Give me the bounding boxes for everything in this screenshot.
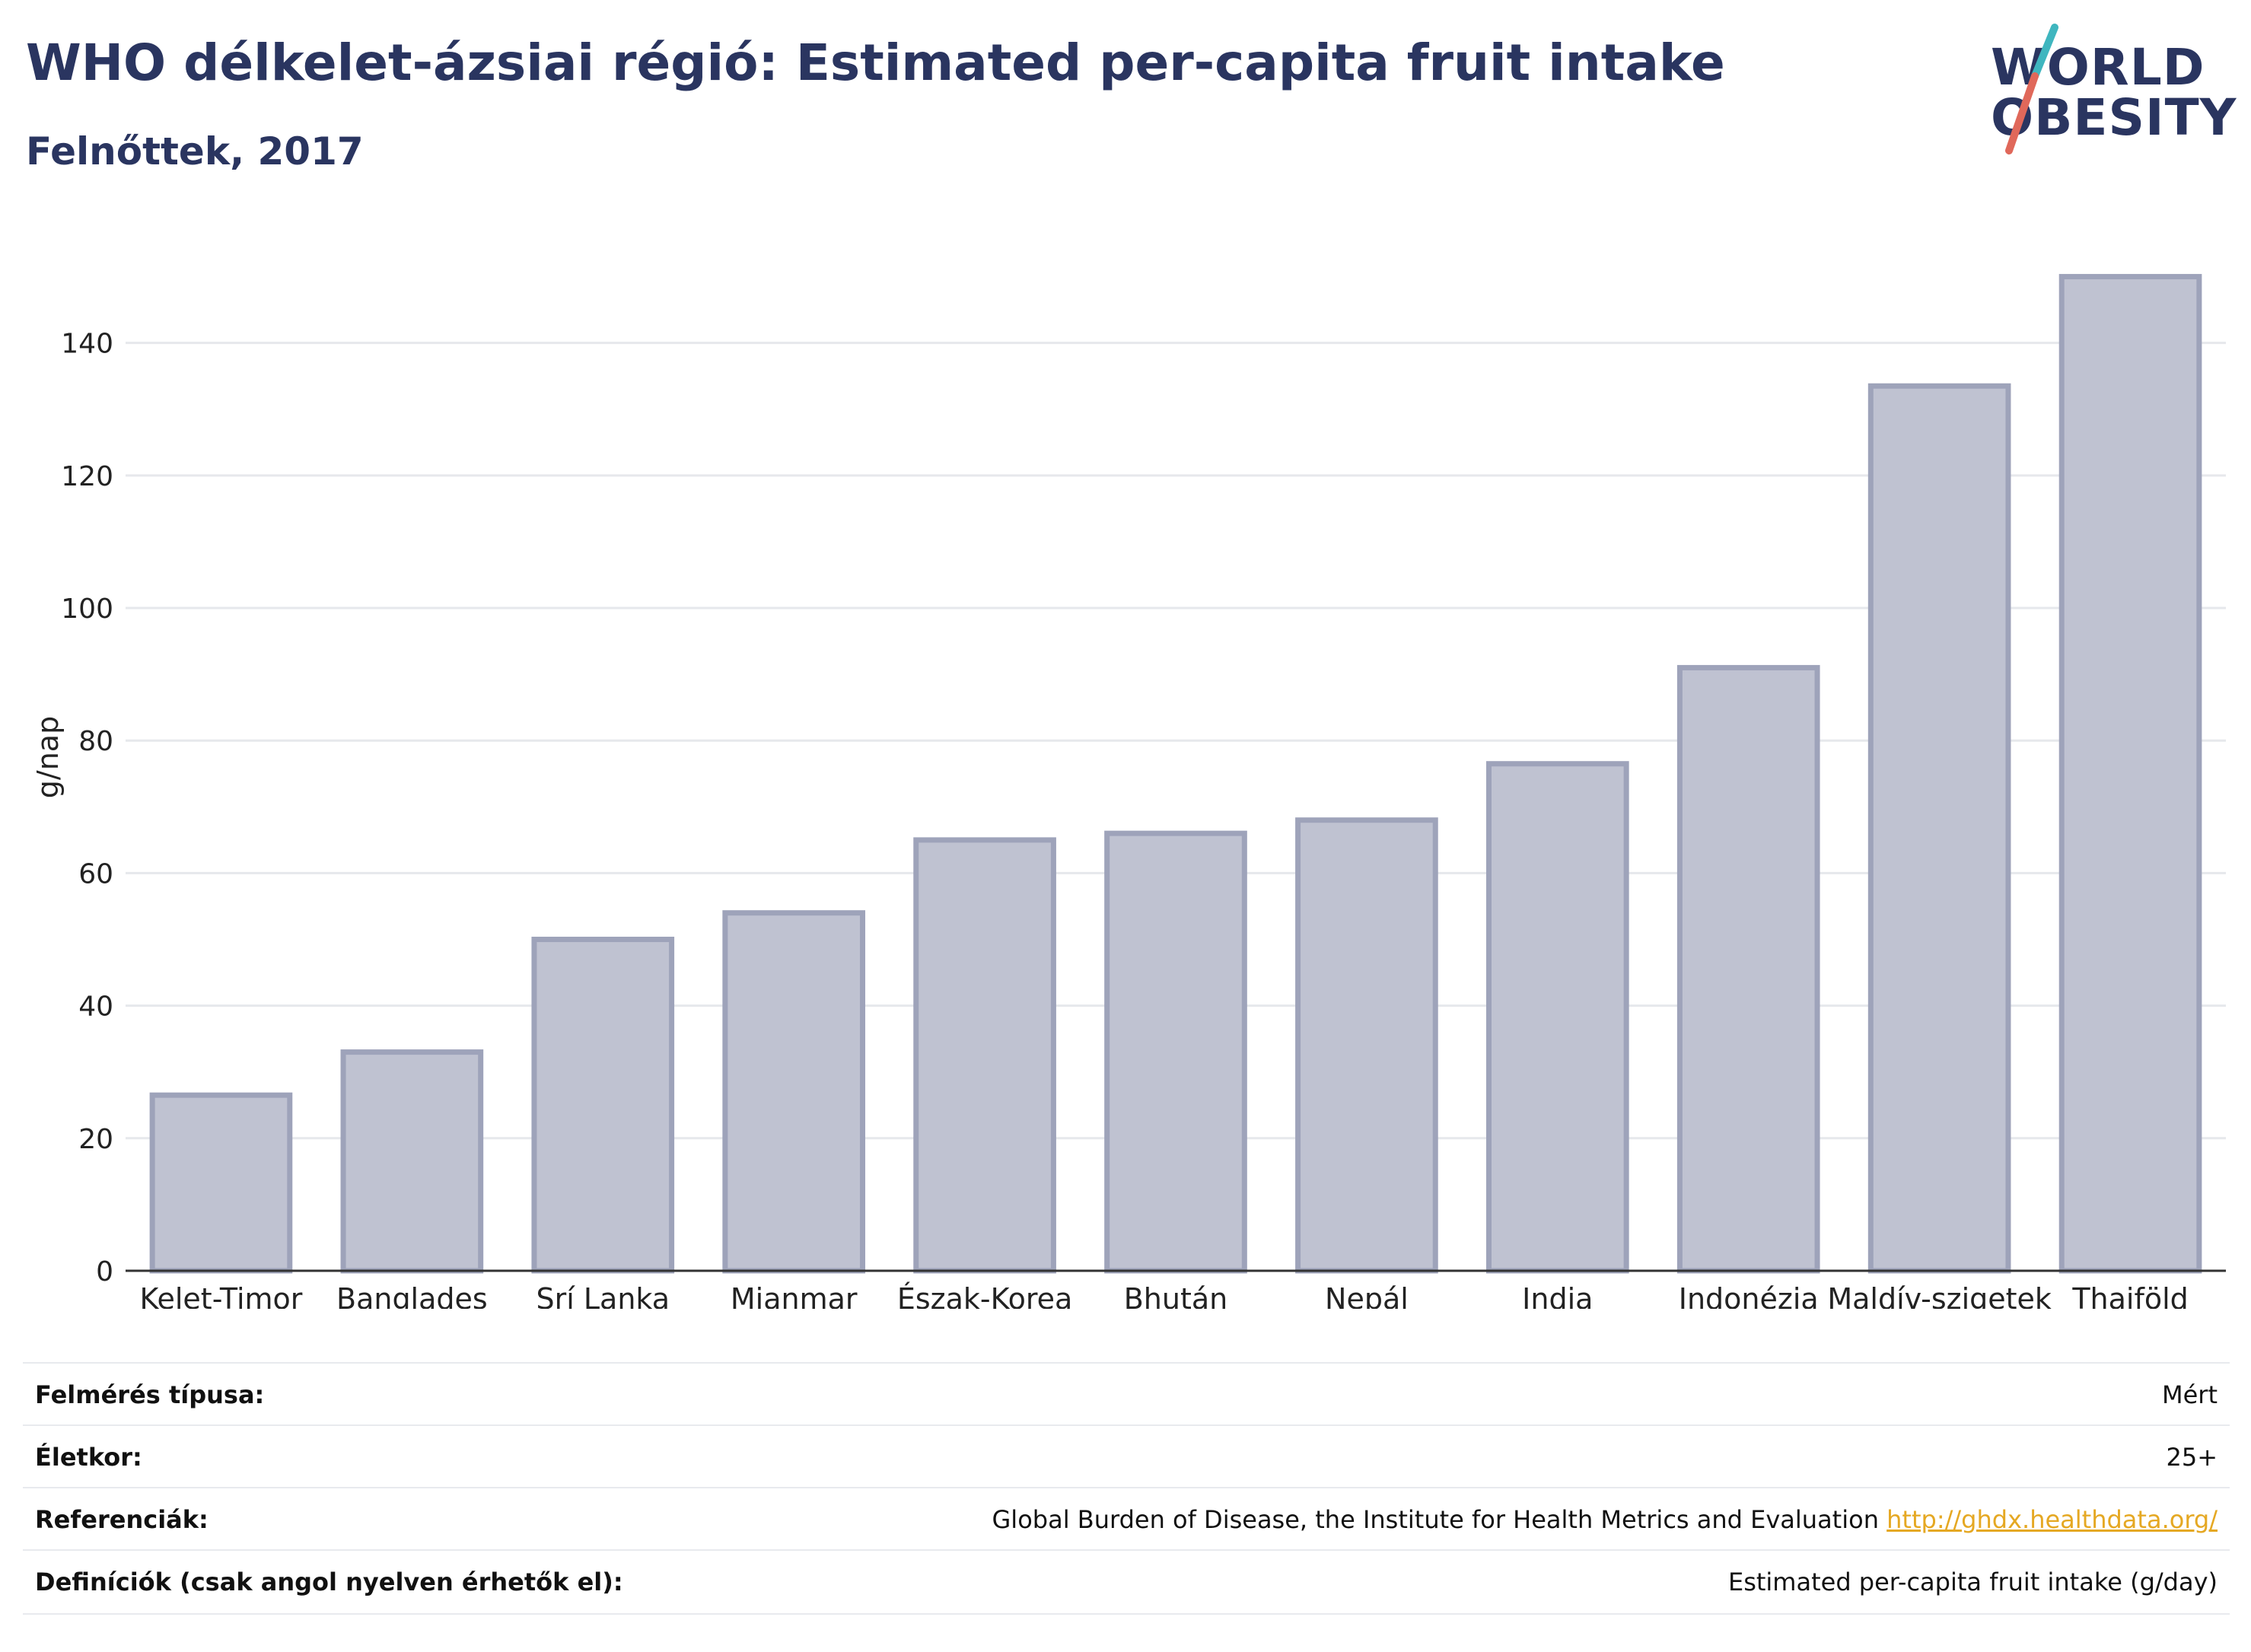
x-tick-label: Srí Lanka	[536, 1282, 670, 1309]
world-obesity-logo[interactable]: WORLD OBESITY	[1979, 23, 2237, 160]
logo-text-line2: OBESITY	[1991, 88, 2237, 147]
x-tick-label: Nepál	[1325, 1282, 1409, 1309]
info-label: Felmérés típusa:	[35, 1380, 265, 1409]
bar	[1867, 383, 2011, 1274]
info-value: Mért	[2162, 1380, 2218, 1409]
y-axis-label: g/nap	[31, 716, 65, 798]
bar	[2058, 274, 2202, 1274]
bar	[913, 837, 1056, 1274]
bar	[1104, 830, 1247, 1274]
y-tick-label: 80	[78, 726, 113, 757]
y-tick-label: 120	[61, 461, 113, 492]
bar	[531, 937, 675, 1274]
x-tick-label: Maldív-szigetek	[1827, 1282, 2052, 1309]
x-tick-label: Bhután	[1124, 1282, 1228, 1309]
y-tick-label: 140	[61, 329, 113, 360]
reference-text: Global Burden of Disease, the Institute …	[992, 1505, 1879, 1534]
info-row-survey-type: Felmérés típusa: Mért	[23, 1362, 2230, 1426]
info-value: Global Burden of Disease, the Institute …	[992, 1505, 2230, 1534]
info-label: Referenciák:	[35, 1505, 209, 1534]
bar	[722, 910, 866, 1274]
reference-link[interactable]: http://ghdx.healthdata.org/	[1886, 1505, 2218, 1534]
y-tick-label: 40	[78, 992, 113, 1023]
x-tick-label: Banglades	[336, 1282, 488, 1309]
info-row-age: Életkor: 25+	[23, 1424, 2230, 1488]
chart-title: WHO délkelet-ázsiai régió: Estimated per…	[26, 33, 1725, 92]
logo-slash-icon	[2005, 24, 2058, 154]
y-tick-label: 100	[61, 594, 113, 625]
info-label: Életkor:	[35, 1443, 142, 1472]
bar	[149, 1092, 293, 1274]
x-tick-label: Indonézia	[1679, 1282, 1819, 1309]
bar	[1676, 664, 1820, 1274]
x-tick-label: Kelet-Timor	[139, 1282, 302, 1309]
bar	[1295, 817, 1438, 1274]
x-tick-label: Észak-Korea	[897, 1282, 1073, 1309]
x-tick-label: India	[1522, 1282, 1593, 1309]
y-tick-label: 20	[78, 1124, 113, 1155]
y-tick-label: 0	[96, 1256, 113, 1288]
bar	[340, 1049, 484, 1274]
logo-text-line1: WORLD	[1991, 38, 2205, 97]
y-tick-label: 60	[78, 858, 113, 890]
info-value: Estimated per-capita fruit intake (g/day…	[1727, 1568, 2218, 1596]
x-tick-label: Mianmar	[731, 1282, 858, 1309]
chart-subtitle: Felnőttek, 2017	[26, 129, 364, 173]
info-label: Definíciók (csak angol nyelven érhetők e…	[35, 1568, 623, 1596]
info-value: 25+	[2166, 1443, 2218, 1472]
x-tick-label: Thaiföld	[2071, 1282, 2188, 1309]
info-row-definitions: Definíciók (csak angol nyelven érhetők e…	[23, 1549, 2230, 1615]
bar	[1485, 761, 1629, 1274]
info-row-references: Referenciák: Global Burden of Disease, t…	[23, 1487, 2230, 1551]
bar-chart: 0 20 40 60 80 100 120 140 g/nap Kelet-Timor Bangla…	[31, 274, 2226, 1309]
